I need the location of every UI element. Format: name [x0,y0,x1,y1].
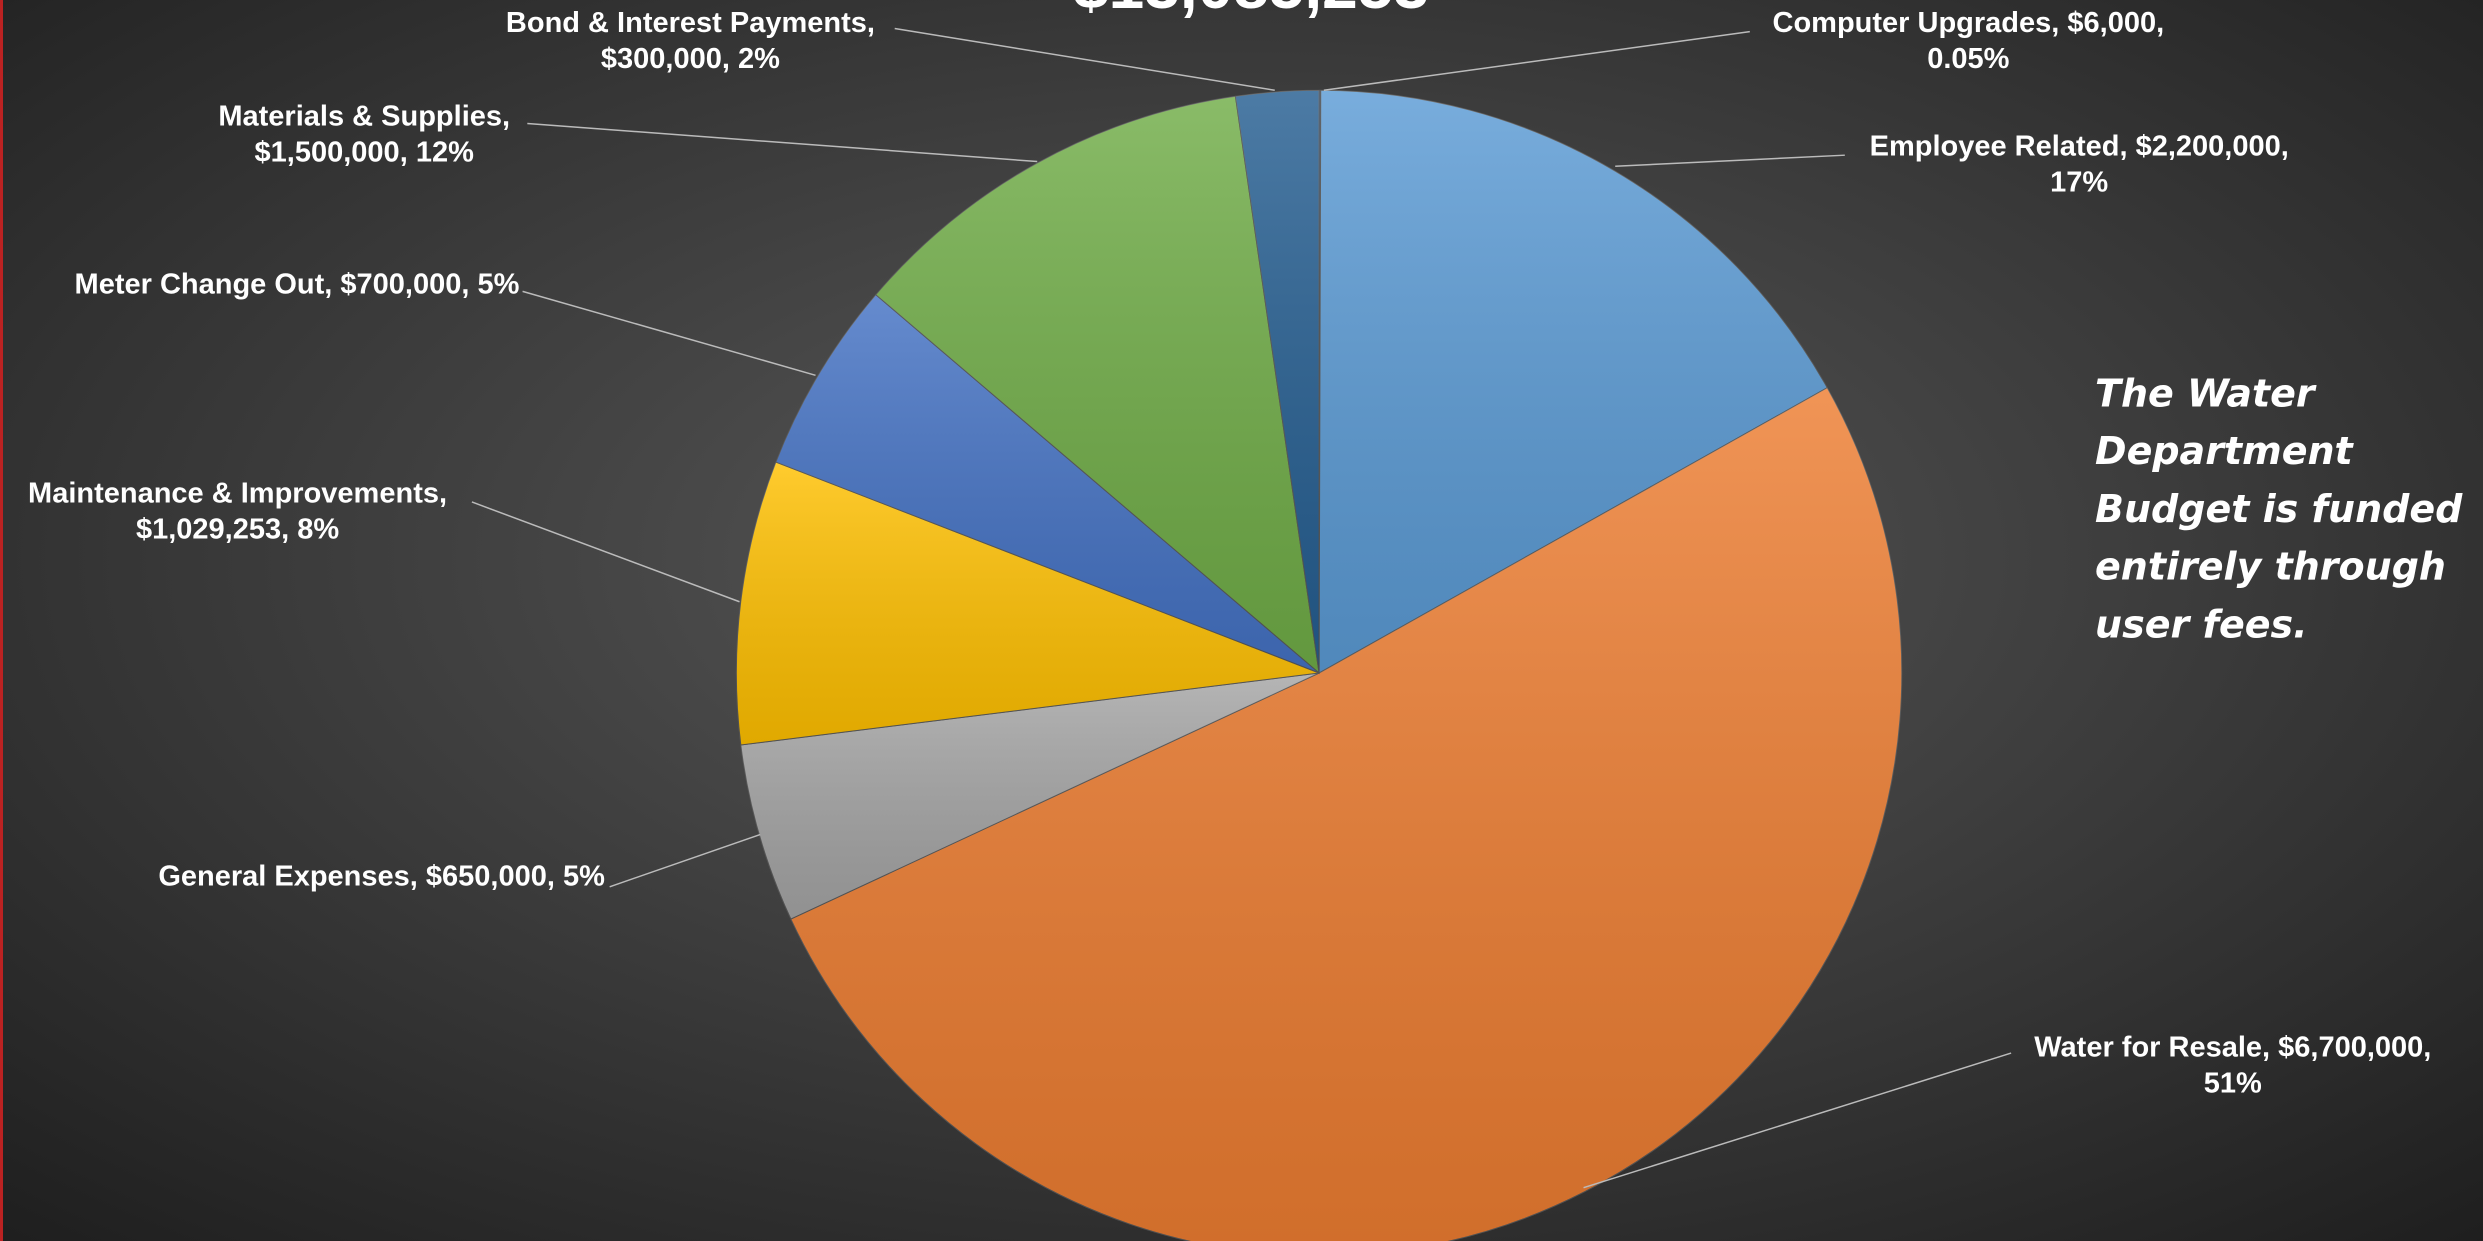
leader-line [522,290,816,377]
label-part: 12% [416,137,474,169]
label-part: 51% [2204,1068,2262,1100]
data-label: General Expenses, $650,000, 5% [158,861,605,893]
note-line: user fees. [2095,603,2308,647]
label-part: 5% [477,268,519,300]
label-part: 5% [563,861,605,893]
label-part: 8% [297,513,339,545]
leader-line [609,833,761,888]
label-part: $1,029,253, [136,513,297,545]
slice-shade [775,294,1320,674]
note-line: Department [2095,429,2354,473]
label-part: $6,700,000, [2278,1032,2431,1064]
label-part: Meter Change Out, [75,268,341,300]
data-label: Materials & Supplies, $1,500,000, 12% [218,101,510,169]
label-part: $2,200,000, [2136,131,2289,163]
label-part: Water for Resale, [2034,1032,2278,1064]
data-label: Meter Change Out, $700,000, 5% [75,268,520,300]
leader-line [1323,30,1750,92]
edge [0,0,3,1241]
label-part: Materials & Supplies, [218,101,510,133]
leader-line [527,122,1038,163]
label-part: $300,000, [601,43,738,75]
label-part: $6,000, [2067,7,2164,39]
label-part: 0.05% [1927,43,2009,75]
note-line: The Water [2095,371,2317,415]
slice-shade [736,462,1320,745]
label-part: $700,000, [340,268,477,300]
label-part: Employee Related, [1870,131,2136,163]
label-part: $650,000, [426,861,563,893]
label-part: Computer Upgrades, [1773,7,2068,39]
label-part: 17% [2050,167,2108,199]
slice-shade [790,387,1902,1241]
leader-line [471,501,740,603]
leader-line [1615,154,1845,168]
note: The Water Department Budget is funded entir… [2095,371,2463,646]
data-label: Computer Upgrades, $6,000, 0.05% [1773,7,2165,75]
label-part: 2% [738,43,780,75]
label-part: $1,500,000, [255,137,416,169]
label-part: General Expenses, [158,861,426,893]
data-label: Bond & Interest Payments, $300,000, 2% [506,7,875,75]
chart-title: $13,085,253 [1073,0,1429,22]
slice-shade [1319,90,1828,674]
data-label: Employee Related, $2,200,000, 17% [1870,131,2289,199]
pie [735,89,1903,1241]
note-line: entirely through [2095,545,2446,589]
slice-shade [1235,90,1320,674]
note-line: Budget is funded [2095,487,2463,531]
data-label: Water for Resale, $6,700,000, 51% [2034,1032,2431,1100]
slice-shade [740,673,1320,920]
label-part: Maintenance & Improvements, [28,477,447,509]
slice-shade [875,96,1320,674]
data-label: Maintenance & Improvements, $1,029,253, 8… [28,477,447,545]
leader-line [1583,1052,2012,1189]
leader-line [894,27,1275,92]
label-part: Bond & Interest Payments, [506,7,875,39]
labels: Computer Upgrades, $6,000, 0.05% Employee … [28,7,2431,1189]
